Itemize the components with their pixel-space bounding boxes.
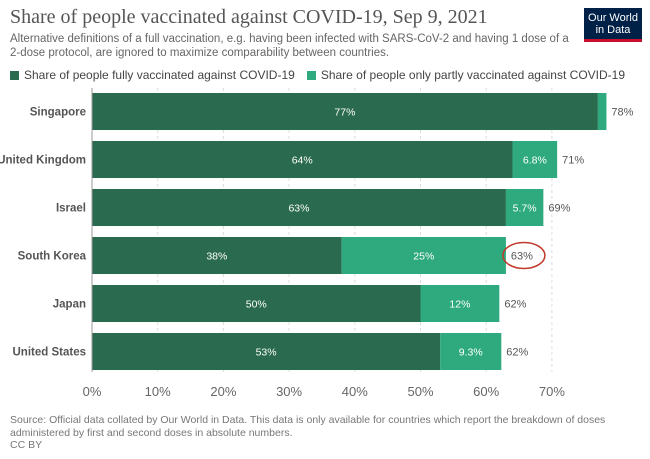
bar-label-fully: 77%	[334, 107, 355, 119]
category-label: Japan	[53, 299, 86, 311]
total-label: 63%	[511, 251, 533, 263]
bar-fully	[92, 189, 506, 226]
bar-fully	[92, 333, 441, 370]
bar-partly	[341, 237, 506, 274]
bar-partly	[512, 141, 558, 178]
total-label: 62%	[506, 347, 528, 359]
category-label: United Kingdom	[0, 155, 86, 167]
bar-label-fully: 38%	[206, 251, 227, 263]
total-label: 69%	[548, 203, 570, 215]
highlight-circle	[502, 241, 546, 270]
bar-label-fully: 64%	[292, 155, 313, 167]
legend-swatch-fully	[10, 70, 19, 80]
bar-label-partly: 12%	[449, 299, 470, 311]
bar-label-partly: 25%	[413, 251, 434, 263]
chart-legend: Share of people fully vaccinated against…	[10, 68, 637, 82]
bar-partly	[440, 333, 502, 370]
x-tick-label: 20%	[210, 384, 236, 399]
x-tick-label: 50%	[407, 384, 433, 399]
x-tick-label: 10%	[145, 384, 171, 399]
license-text: CC BY	[10, 439, 43, 451]
owid-logo[interactable]: Our World in Data	[584, 8, 642, 42]
bar-fully	[92, 141, 513, 178]
chart-subtitle: Alternative definitions of a full vaccin…	[10, 33, 569, 59]
bar-label-partly: 5.7%	[513, 203, 537, 215]
bar-label-partly: 9.3%	[459, 347, 483, 359]
bar-label-fully: 63%	[288, 203, 309, 215]
chart-source: Source: Official data collated by Our Wo…	[10, 414, 640, 452]
total-label: 71%	[562, 155, 584, 167]
legend-item-partly[interactable]: Share of people only partly vaccinated a…	[306, 68, 625, 82]
x-tick-label: 0%	[83, 384, 102, 399]
source-text: Source: Official data collated by Our Wo…	[10, 414, 606, 439]
bar-label-fully: 50%	[246, 299, 267, 311]
logo-line-1: Our World	[588, 12, 638, 24]
x-tick-label: 30%	[276, 384, 302, 399]
category-label: Israel	[56, 203, 86, 215]
total-label: 62%	[504, 299, 526, 311]
chart-title: Share of people vaccinated against COVID…	[10, 6, 488, 28]
legend-swatch-partly	[306, 70, 316, 80]
x-tick-label: 70%	[539, 384, 565, 399]
bar-partly	[505, 189, 544, 226]
bar-partly	[597, 93, 607, 130]
legend-label-partly: Share of people only partly vaccinated a…	[320, 68, 625, 82]
total-label: 78%	[611, 107, 633, 119]
category-label: Singapore	[30, 107, 86, 119]
bar-fully	[92, 237, 342, 274]
bar-label-fully: 53%	[256, 347, 277, 359]
bar-label-partly: 6.8%	[523, 155, 547, 167]
category-label: United States	[13, 347, 87, 359]
bar-fully	[92, 285, 421, 322]
x-tick-label: 60%	[473, 384, 499, 399]
category-label: South Korea	[18, 251, 87, 263]
bar-partly	[420, 285, 500, 322]
logo-accent-bar	[584, 39, 642, 42]
logo-line-2: in Data	[595, 24, 631, 36]
bar-fully	[92, 93, 598, 130]
x-tick-label: 40%	[342, 384, 368, 399]
legend-label-fully: Share of people fully vaccinated against…	[24, 68, 295, 82]
legend-item-fully[interactable]: Share of people fully vaccinated against…	[10, 68, 295, 82]
